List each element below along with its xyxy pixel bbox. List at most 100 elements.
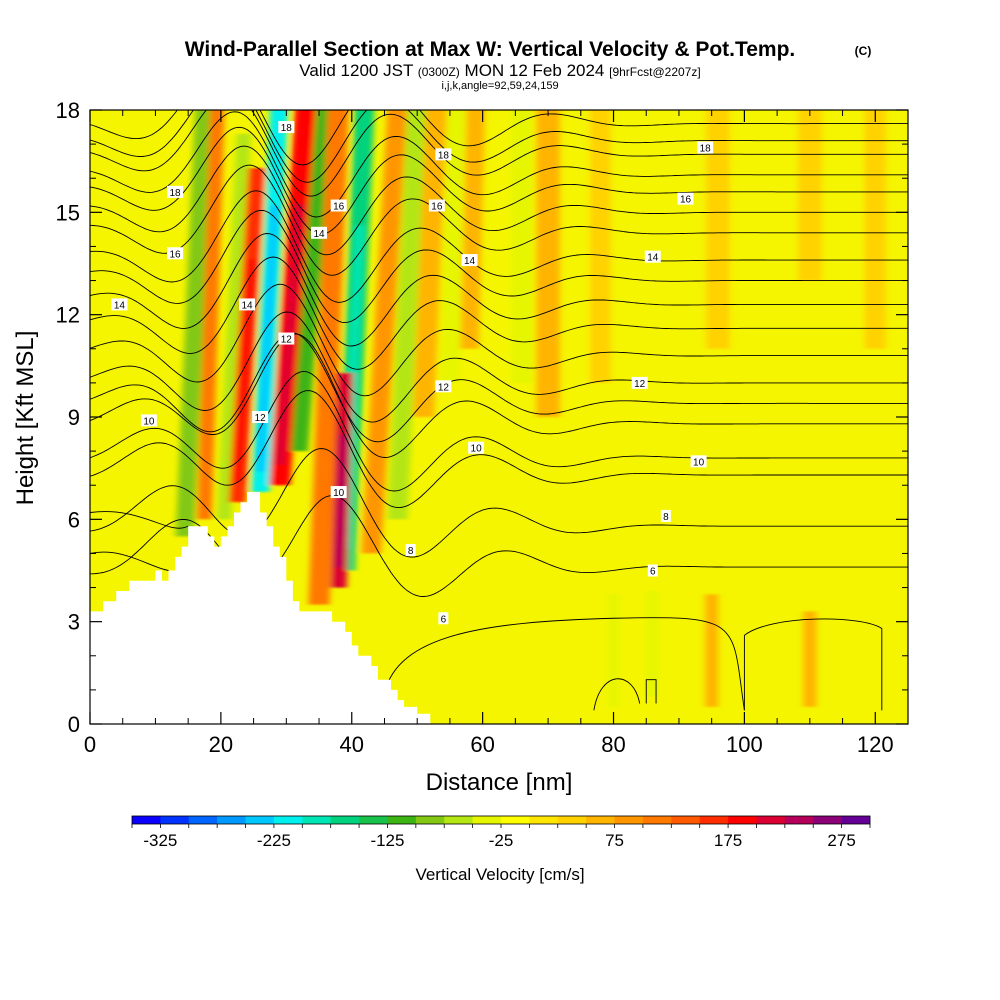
velocity-band [308,110,349,605]
forecast-label: [9hrFcst@2207z] [609,65,701,79]
y-tick-label: 12 [56,303,80,328]
colorbar-tick-label: 75 [605,831,624,850]
contour-label-text: 8 [408,546,414,557]
contour-label-text: 12 [255,413,267,424]
theta-contour [384,617,745,711]
velocity-band [798,110,822,281]
theta-contour [90,145,908,256]
y-tick-label: 6 [68,507,80,532]
x-tick-label: 80 [601,732,625,757]
x-tick-label: 20 [209,732,233,757]
contour-label-text: 14 [114,300,126,311]
contour-label-text: 12 [438,382,450,393]
colorbar-swatch [756,816,786,824]
valid-date: MON 12 Feb 2024 [465,61,605,80]
contour-label: 8 [405,544,416,557]
theta-contour [90,448,908,558]
colorbar-swatch [614,816,644,824]
colorbar-tick-label: 175 [714,831,742,850]
y-tick-label: 0 [68,712,80,737]
colorbar-swatch [699,816,729,824]
velocity-band [608,594,619,707]
contour-label: 14 [239,298,256,311]
theta-contour [90,551,169,571]
theta-contour [743,618,883,711]
theta-contour [90,111,908,218]
colorbar-swatch [501,816,530,824]
contour-label: 10 [140,414,157,427]
velocity-band [705,594,719,707]
contour-labels: 6 8 10 12 14 16 18 10 14 16 18 14 12 12 10 14 16 18 18 16 14… [111,121,714,625]
velocity-band [590,110,611,383]
colorbar: -325 -225 -125 -25 75 175 275 [131,815,871,850]
colorbar-swatch [728,816,757,824]
colorbar-swatch [330,816,360,824]
velocity-band [361,110,407,554]
valid-time-line: Valid 1200 JST (0300Z) MON 12 Feb 2024 [… [299,61,700,80]
x-tick-label: 40 [340,732,364,757]
colorbar-tick-label: -25 [489,831,514,850]
contour-label: 12 [435,380,452,393]
theta-contour [593,678,641,711]
valid-utc: (0300Z) [418,65,460,79]
contour-label-text: 16 [333,202,345,213]
contour-label-text: 10 [143,416,155,427]
colorbar-swatch [217,816,246,824]
plot-area: 6 8 10 12 14 16 18 10 14 16 18 14 12 12 10 14 16 18 18 16 14… [90,110,908,724]
contour-label-text: 14 [241,300,253,311]
contour-label: 18 [278,121,295,134]
theta-contour [90,233,908,347]
theta-contour [90,283,908,397]
contour-label: 16 [330,199,347,213]
x-tick-label: 0 [84,732,96,757]
theta-contour [90,332,908,443]
contour-label-text: 18 [438,150,450,161]
colorbar-title: Vertical Velocity [cm/s] [415,865,584,884]
contour-label: 14 [111,298,128,311]
colorbar-swatch [444,816,473,824]
velocity-band [460,110,486,349]
velocity-band [387,110,427,520]
colorbar-swatch [586,816,615,824]
contour-label-text: 12 [281,335,293,346]
contour-label: 14 [644,250,661,264]
contour-label-text: 14 [313,229,325,240]
colorbar-swatch [160,816,190,824]
contour-label-text: 18 [700,144,712,155]
contour-label: 6 [438,612,449,625]
valid-prefix: Valid 1200 JST [299,61,413,80]
x-tick-label: 100 [726,732,763,757]
y-tick-label: 15 [56,200,80,225]
theta-contour [645,679,657,704]
colorbar-swatch [642,816,672,824]
colorbar-swatch [813,816,842,824]
y-axis-title: Height [Kft MSL] [12,331,39,506]
contour-label-text: 14 [647,253,659,264]
colorbar-swatch [188,816,218,824]
colorbar-swatch [387,816,417,824]
colorbar-swatch [302,816,331,824]
theta-contour [90,190,908,303]
theta-contour [90,110,908,183]
contour-label: 12 [631,376,648,390]
contour-label: 18 [697,141,714,155]
contour-label: 12 [252,411,269,424]
colorbar-tick-label: -125 [370,831,404,850]
contour-label: 10 [468,441,485,455]
colorbar-swatch [359,816,388,824]
theta-contour [90,333,908,458]
colorbar-swatch [671,816,700,824]
axes: 0 20 40 60 80 100 120 0 3 6 9 12 15 18 [56,98,908,757]
theta-contour [90,164,908,276]
contour-label: 6 [647,564,658,578]
contour-label-text: 10 [471,444,483,455]
contour-label-text: 18 [281,123,293,134]
contour-label-text: 12 [634,379,646,390]
velocity-band [864,110,886,349]
y-tick-label: 3 [68,610,80,635]
contour-label: 16 [428,199,445,213]
contour-label-text: 6 [650,567,656,578]
contour-label: 10 [330,486,347,499]
chart-title: Wind-Parallel Section at Max W: Vertical… [185,38,796,61]
